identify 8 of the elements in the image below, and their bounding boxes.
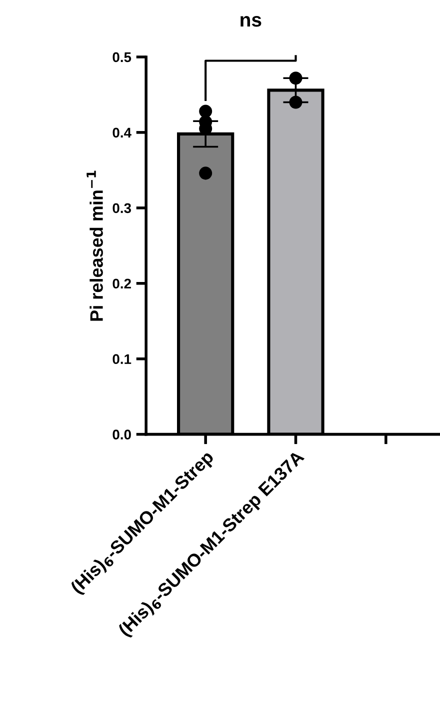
y-tick-label: 0.3 — [112, 203, 131, 214]
y-tick-label: 0.0 — [112, 430, 131, 440]
text: ns — [240, 16, 262, 27]
y-tick-label: 0.4 — [112, 128, 132, 138]
y-tick-label: 0.5 — [112, 52, 132, 62]
y-tick-label: 0.1 — [112, 354, 132, 364]
y-axis-title: Pi released min$^{−1}$ — [86, 170, 103, 321]
y-tick-label: 0.2 — [112, 278, 131, 289]
